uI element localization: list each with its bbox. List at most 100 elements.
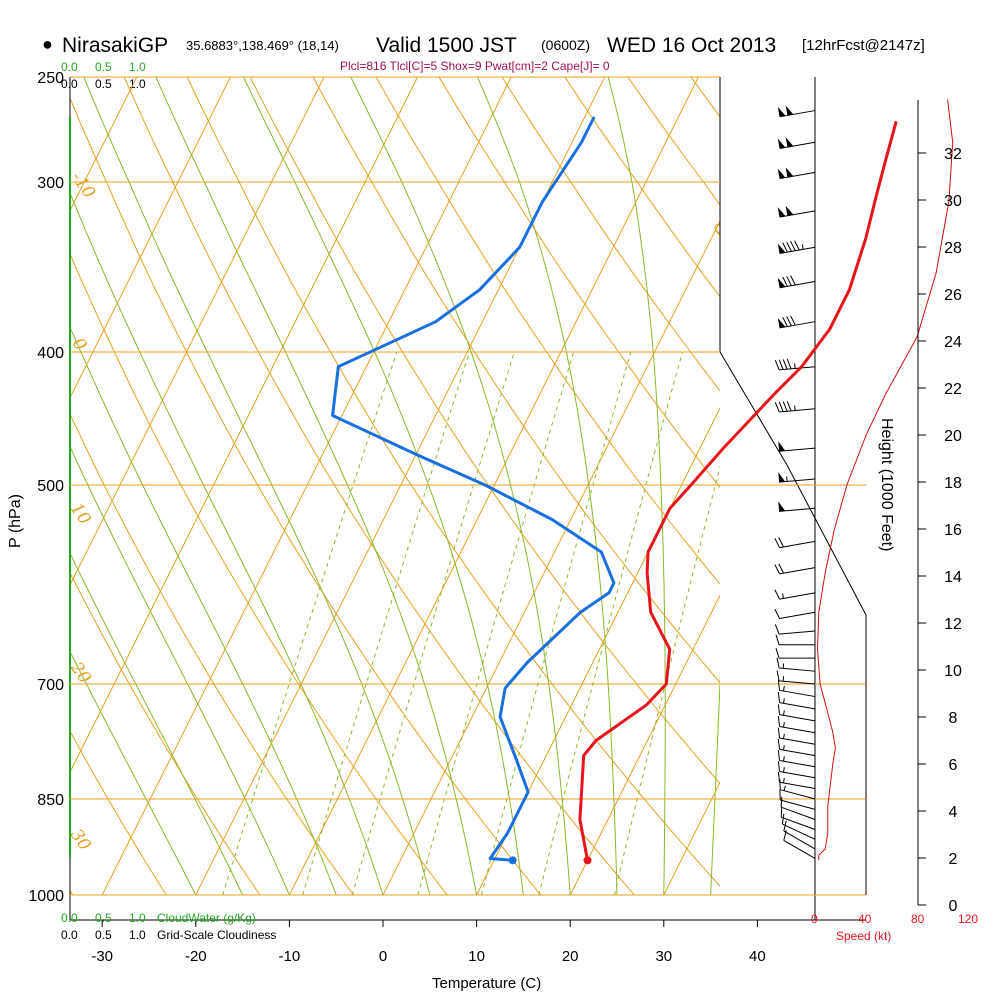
temperature-profile-line [578,120,898,861]
valid-date: WED 16 Oct 2013 [607,34,776,57]
wind-barb-shaft [779,611,816,619]
wind-barb [777,240,816,254]
wind-barb-shaft [781,816,816,830]
wind-barb [774,358,816,371]
y-axis-label: P (hPa) [7,494,24,548]
wind-barb-shaft [779,725,816,734]
wind-barb-half-flag [782,756,785,762]
wind-barb-flag [786,276,792,286]
wind-barb-flag [777,727,781,739]
moist-adiabat-line [70,326,337,895]
station-name: NirasakiGP [62,34,168,57]
wind-barb [781,813,816,840]
wind-barb-shaft [779,141,816,150]
wind-barb-flag [790,275,796,286]
wind-barb-pennant [777,106,786,117]
wind-barb-shaft [779,737,816,745]
temp-tick-label-10: 10 [468,948,485,965]
cloudwater-label: CloudWater (g/Kg) [157,911,256,925]
wind-barb-shaft [779,680,816,685]
wind-barb-flag [780,796,783,808]
wind-barb-pennant [778,472,786,483]
wind-barb-flag [778,359,784,370]
speed-bottom-0: 0 [811,912,818,926]
moist-adiabat-line [70,445,290,895]
wind-barb-shaft [779,781,816,789]
wind-barb-flag [782,401,788,412]
height-tick-label-2: 2 [949,851,958,868]
wind-barb-flag [777,679,781,691]
dry-adiabat-line [564,77,867,481]
cloudwater-top-0: 0.0 [61,60,78,74]
wind-barb-shaft [779,702,816,710]
isotherm-line [288,77,699,895]
wind-barb-flag [775,647,780,659]
wind-barb-pennant [785,105,794,116]
moist-adiabat-line [83,77,431,895]
wind-barb [774,401,816,413]
wind-barb [777,692,816,710]
wind-barb [774,608,816,619]
isotherm-line [70,77,419,774]
wind-barb-flag [782,359,788,370]
mixing-ratio-line [222,351,398,895]
mixing-ratio-label: 2 [301,901,319,917]
moist-adiabat-line [70,191,384,895]
speed-bottom-80: 80 [911,912,925,926]
wind-barb-pennant [777,138,786,149]
wind-barb-flag [775,634,780,645]
wind-barb-shaft [779,408,816,413]
wind-barb [776,657,816,672]
wind-barb [777,275,816,289]
wind-barb-shaft [781,806,816,820]
moist-adiabat-line [70,552,244,895]
isotherm-line [101,77,512,895]
wind-barb-flag [774,538,780,548]
height-tick-label-28: 28 [944,240,962,257]
wind-panel [774,99,954,861]
wind-barb-flag [782,316,788,327]
dry-adiabat-line [70,889,74,895]
wind-barb-shaft [779,366,816,371]
wind-barb [783,820,816,850]
wind-barb [779,779,816,800]
wind-barb-pennant [777,243,786,254]
pressure-tick-label-300: 300 [37,175,64,192]
temp-tick-label--20: -20 [185,948,207,965]
wind-barb-shaft [779,689,816,698]
height-tick-label-22: 22 [944,381,962,398]
wind-barb-pennant [785,137,794,148]
wind-barb [777,771,816,789]
wind-barb-shaft [779,592,816,600]
mixing-ratio-label: 12 [531,892,554,916]
wind-barb-flag [786,401,792,412]
height-tick-label-14: 14 [944,569,962,586]
isotherm-line [476,113,867,895]
mixing-ratio-line [417,351,575,895]
wind-barb-flag [776,657,780,669]
isotherm-line [70,77,325,587]
wind-barb-flag [777,750,781,761]
dry-adiabat-line [70,96,542,895]
utc-time: (0600Z) [541,37,590,53]
wind-barb [778,441,816,452]
wind-barb-half-flag [782,593,784,599]
wind-barb-pennant [777,207,786,218]
wind-barb [779,789,816,810]
wind-barb-half-flag [783,785,786,791]
speed-bottom-40: 40 [858,912,872,926]
mixing-ratio-label: 8 [477,899,495,915]
wind-barb-shaft [779,748,816,757]
wind-barb-flag [777,761,781,772]
wind-barb-shaft [779,567,816,575]
wind-barb [777,167,816,180]
wind-barb-flag [778,401,784,412]
speed-bottom-120: 120 [958,912,978,926]
wind-barb-shaft [779,447,816,452]
cloudwater-bottom-0: 0.0 [61,911,78,925]
wind-barb-shaft [779,210,816,218]
wind-barb [778,501,816,512]
wind-barb-flag [790,241,796,251]
wind-barb-shaft [780,799,816,810]
wind-barb-shaft [782,823,816,840]
